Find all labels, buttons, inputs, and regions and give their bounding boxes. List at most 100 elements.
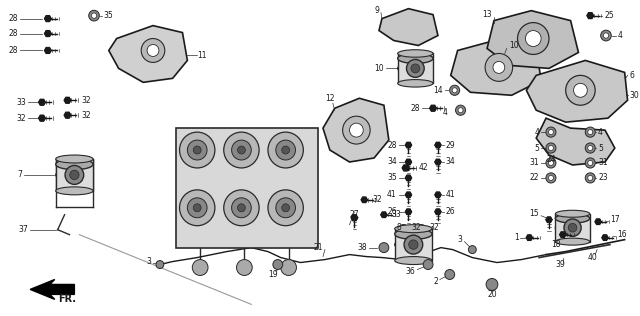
Circle shape bbox=[188, 140, 207, 160]
Circle shape bbox=[568, 223, 577, 232]
Text: 28: 28 bbox=[411, 104, 420, 113]
Polygon shape bbox=[559, 232, 566, 237]
Circle shape bbox=[276, 140, 296, 160]
Text: 40: 40 bbox=[588, 253, 597, 262]
Circle shape bbox=[89, 10, 99, 21]
Polygon shape bbox=[381, 212, 387, 217]
Ellipse shape bbox=[56, 187, 93, 195]
Polygon shape bbox=[64, 97, 71, 103]
Text: 26: 26 bbox=[387, 207, 397, 216]
Ellipse shape bbox=[397, 64, 433, 73]
Text: 27: 27 bbox=[349, 210, 359, 219]
Circle shape bbox=[282, 204, 289, 212]
Circle shape bbox=[379, 243, 389, 252]
Circle shape bbox=[585, 143, 595, 153]
Circle shape bbox=[193, 146, 201, 154]
Circle shape bbox=[458, 108, 463, 113]
Text: 5: 5 bbox=[598, 143, 603, 153]
Circle shape bbox=[268, 190, 303, 226]
Circle shape bbox=[147, 45, 159, 57]
Polygon shape bbox=[405, 159, 412, 165]
Bar bbox=[56, 159, 93, 191]
Circle shape bbox=[65, 166, 84, 184]
Polygon shape bbox=[526, 235, 532, 240]
Circle shape bbox=[468, 246, 476, 253]
Circle shape bbox=[601, 30, 611, 41]
Bar bbox=[556, 214, 590, 242]
Circle shape bbox=[546, 143, 556, 153]
Polygon shape bbox=[323, 98, 389, 162]
Circle shape bbox=[573, 83, 588, 97]
Ellipse shape bbox=[556, 214, 590, 223]
Text: 4: 4 bbox=[443, 108, 448, 117]
Text: 25: 25 bbox=[604, 11, 614, 20]
Circle shape bbox=[156, 261, 164, 269]
Polygon shape bbox=[435, 142, 441, 148]
Text: 3: 3 bbox=[458, 235, 463, 244]
Text: 23: 23 bbox=[598, 173, 608, 182]
Circle shape bbox=[585, 127, 595, 137]
Text: 11: 11 bbox=[197, 51, 207, 60]
Circle shape bbox=[406, 59, 424, 77]
Text: 34: 34 bbox=[387, 157, 397, 167]
Circle shape bbox=[518, 23, 549, 54]
Text: 12: 12 bbox=[325, 94, 335, 103]
Text: 28: 28 bbox=[9, 14, 19, 23]
Text: 32: 32 bbox=[372, 195, 381, 204]
Polygon shape bbox=[435, 209, 441, 215]
Text: 24: 24 bbox=[546, 155, 556, 165]
Polygon shape bbox=[595, 219, 601, 224]
Polygon shape bbox=[45, 48, 51, 53]
Circle shape bbox=[456, 105, 465, 115]
Polygon shape bbox=[587, 13, 593, 19]
Bar bbox=[175, 128, 318, 248]
Bar bbox=[395, 229, 432, 261]
Text: 35: 35 bbox=[104, 11, 114, 20]
Ellipse shape bbox=[397, 80, 433, 87]
Text: 28: 28 bbox=[9, 29, 19, 38]
Circle shape bbox=[423, 259, 433, 270]
Polygon shape bbox=[418, 225, 424, 230]
Circle shape bbox=[92, 13, 97, 18]
Text: 34: 34 bbox=[446, 157, 456, 167]
Circle shape bbox=[585, 158, 595, 168]
Circle shape bbox=[452, 88, 457, 93]
Text: 13: 13 bbox=[483, 10, 492, 19]
Polygon shape bbox=[602, 235, 608, 240]
Ellipse shape bbox=[56, 159, 93, 170]
Circle shape bbox=[486, 278, 498, 290]
Text: 37: 37 bbox=[19, 225, 28, 234]
Circle shape bbox=[548, 175, 554, 180]
Circle shape bbox=[232, 198, 252, 218]
Circle shape bbox=[564, 219, 581, 236]
Text: 14: 14 bbox=[433, 86, 443, 95]
Polygon shape bbox=[546, 217, 552, 222]
Circle shape bbox=[445, 270, 454, 279]
Polygon shape bbox=[536, 118, 615, 165]
Circle shape bbox=[450, 85, 460, 95]
Polygon shape bbox=[405, 175, 412, 181]
Circle shape bbox=[588, 161, 593, 166]
Ellipse shape bbox=[56, 170, 93, 180]
Text: 4: 4 bbox=[534, 128, 539, 137]
Bar bbox=[397, 53, 433, 83]
Polygon shape bbox=[487, 11, 579, 68]
Circle shape bbox=[282, 146, 289, 154]
Circle shape bbox=[493, 61, 505, 73]
Circle shape bbox=[546, 173, 556, 183]
Circle shape bbox=[141, 39, 164, 63]
Text: 2: 2 bbox=[433, 277, 438, 286]
Text: 35: 35 bbox=[387, 173, 397, 182]
Circle shape bbox=[268, 132, 303, 168]
Text: 32: 32 bbox=[81, 111, 91, 120]
Text: 17: 17 bbox=[610, 215, 620, 224]
Text: 32: 32 bbox=[429, 223, 439, 232]
Text: 42: 42 bbox=[419, 163, 428, 173]
Text: 3: 3 bbox=[146, 257, 151, 266]
Text: 32: 32 bbox=[412, 223, 421, 232]
Text: 5: 5 bbox=[534, 143, 539, 153]
Text: 26: 26 bbox=[446, 207, 456, 216]
Polygon shape bbox=[405, 209, 412, 215]
Text: 9: 9 bbox=[374, 6, 379, 15]
Polygon shape bbox=[64, 112, 71, 118]
